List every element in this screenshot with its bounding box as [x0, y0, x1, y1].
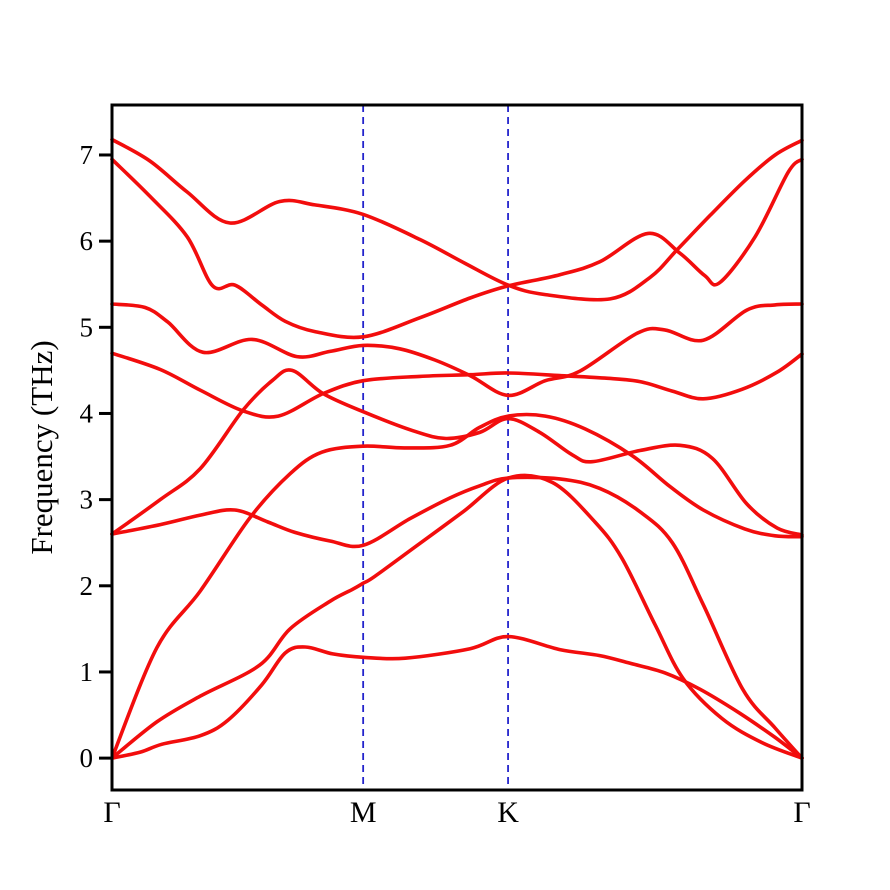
- band-curve-band-5: [110, 368, 804, 537]
- y-tick-label-1: 1: [80, 657, 94, 687]
- y-tick-label-6: 6: [80, 226, 94, 256]
- y-tick-label-0: 0: [80, 743, 94, 773]
- x-tick-label-3: Γ: [793, 796, 810, 829]
- x-tick-label-2: K: [497, 796, 519, 829]
- band-curve-band-3-LA: [110, 412, 804, 760]
- x-tick-label-0: Γ: [103, 796, 120, 829]
- y-tick-label-2: 2: [80, 571, 94, 601]
- band-curve-band-6: [110, 351, 804, 419]
- band-curve-band-8: [110, 157, 804, 340]
- band-curve-band-2-TA: [110, 473, 804, 760]
- y-tick-label-4: 4: [80, 398, 94, 428]
- band-curve-band-4: [110, 475, 804, 760]
- y-tick-label-3: 3: [80, 485, 94, 515]
- plot-frame: [110, 103, 804, 792]
- y-axis-label: Frequency (THz): [24, 340, 59, 554]
- y-tick-label-7: 7: [80, 140, 94, 170]
- x-tick-label-1: M: [350, 796, 377, 829]
- band-curve-band-9: [110, 137, 804, 302]
- band-curve-band-7: [110, 302, 804, 398]
- y-tick-label-5: 5: [80, 312, 94, 342]
